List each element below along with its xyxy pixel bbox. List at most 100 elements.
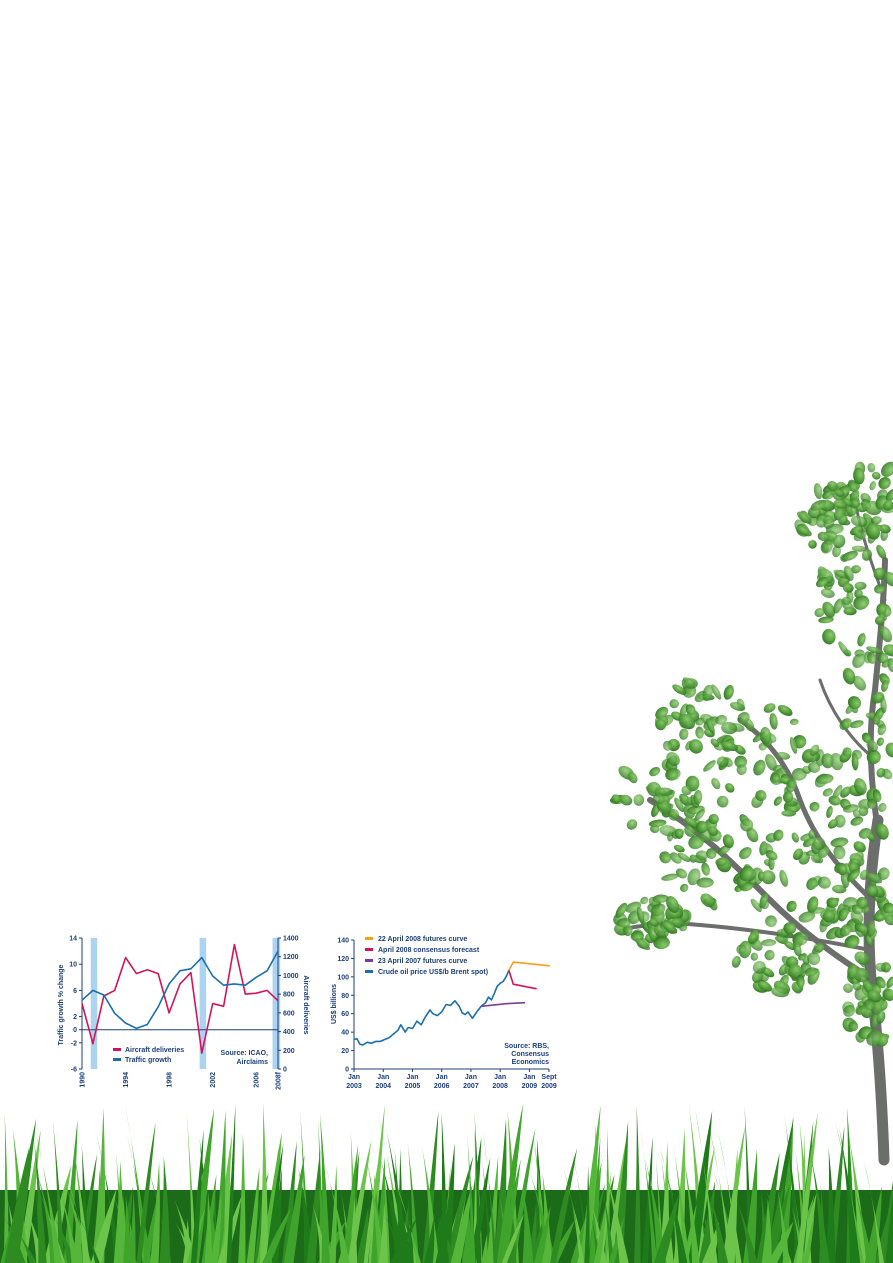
tree-leaf: [885, 742, 893, 758]
grass-blade: [462, 1206, 472, 1263]
c1-left-tick-label: 2: [73, 1014, 77, 1021]
c2-x-tick-label-month: Jan: [436, 1074, 448, 1081]
grass-blade: [306, 1149, 321, 1263]
c2-legend-label-1: April 2008 consensus forecast: [378, 947, 480, 954]
grass-blade: [226, 1104, 236, 1263]
tree-leaf: [854, 778, 867, 796]
c2-x-tick-label-year: 2003: [346, 1083, 362, 1090]
grass-blade: [450, 1184, 473, 1263]
c1-shaded-period: [272, 938, 281, 1069]
tree-leaf: [873, 567, 886, 580]
tree-leaf: [782, 791, 794, 803]
tree-leaf: [759, 892, 769, 909]
tree-leaf: [852, 809, 862, 819]
tree-leaf: [847, 868, 861, 882]
tree-leaf: [674, 797, 685, 813]
tree-leaf: [842, 498, 854, 507]
tree-leaf: [867, 463, 876, 473]
tree-leaf: [761, 939, 777, 947]
grass-blade: [90, 1188, 117, 1263]
tree-leaf: [757, 871, 765, 881]
c2-source-line-1: Source: RBS,: [504, 1043, 549, 1050]
tree-leaf: [810, 499, 827, 511]
c2-x-tick-label-year: 2009: [541, 1083, 557, 1090]
tree-leaf: [765, 915, 777, 928]
tree-leaf: [865, 523, 881, 540]
grass-blade: [56, 1176, 79, 1263]
tree-leaf: [666, 752, 680, 766]
tree-leaf: [851, 752, 859, 771]
tree-leaf: [633, 794, 645, 806]
tree-leaf: [833, 845, 846, 860]
tree-leaf: [822, 489, 833, 499]
tree-leaf: [840, 786, 852, 798]
tree-leaf: [850, 515, 868, 527]
tree-leaf: [854, 589, 863, 599]
tree-leaf: [806, 877, 818, 891]
tree-leaf: [674, 828, 684, 839]
tree-leaf: [796, 974, 805, 988]
c1-source-line-2: Airclaims: [236, 1059, 268, 1066]
tree-leaf: [752, 960, 766, 974]
tree-leaf: [701, 862, 710, 876]
grass-blade: [282, 1141, 297, 1263]
tree-leaf: [770, 772, 781, 782]
c1-left-tick-label: -2: [71, 1040, 77, 1047]
tree-leaf: [861, 498, 871, 511]
tree-leaf: [844, 935, 860, 949]
grass-blade: [579, 1105, 601, 1263]
tree-leaf: [877, 723, 887, 736]
c1-left-tick-label: 0: [73, 1027, 77, 1034]
tree-leaf: [814, 608, 825, 618]
tree-leaf: [876, 603, 887, 617]
c2-x-tick-label-year: 2005: [405, 1083, 421, 1090]
tree-leaf: [866, 872, 883, 884]
tree-leaf: [619, 794, 633, 806]
grass-blade: [672, 1136, 690, 1263]
c1-series-line-aircraft-deliveries: [81, 943, 279, 1054]
oil-price-chart: 140120100806040200Jan2003Jan2004Jan2005J…: [331, 936, 557, 1090]
grass-blade: [70, 1125, 90, 1263]
tree-leaf: [871, 471, 881, 480]
c2-series-line-23-april-2007-futures-curve: [481, 1001, 526, 1008]
tree-leaf: [839, 923, 853, 937]
grass-illustration: [0, 1103, 893, 1263]
grass-blade: [11, 1222, 37, 1263]
tree-leaf: [853, 467, 865, 485]
grass-blade: [445, 1155, 474, 1263]
grass-blade: [743, 1149, 758, 1263]
c2-y-tick-label: 140: [337, 938, 349, 945]
tree-leaf: [702, 684, 713, 702]
tree-leaf: [802, 836, 817, 848]
tree-leaf: [857, 633, 866, 647]
grass-blade: [68, 1180, 91, 1263]
tree-leaf: [843, 1004, 856, 1017]
tree-leaf: [716, 795, 729, 808]
grass-blade: [52, 1120, 65, 1263]
tree-leaf: [700, 893, 716, 908]
c2-legend-label-0: 22 April 2008 futures curve: [378, 936, 467, 943]
tree-leaf: [808, 829, 815, 839]
tree-leaf: [878, 477, 891, 490]
tree-leaf: [873, 913, 885, 922]
tree-leaf: [843, 607, 857, 616]
grass-blade: [698, 1180, 716, 1263]
c2-y-tick-label: 120: [337, 956, 349, 963]
grass-blade: [186, 1106, 197, 1263]
grass-blade: [589, 1161, 602, 1263]
tree-leaf: [711, 777, 721, 790]
tree-leaf: [865, 935, 873, 947]
grass-blade: [238, 1132, 246, 1263]
grass-blade: [499, 1159, 521, 1263]
grass-blade: [864, 1161, 885, 1263]
tree-leaf: [833, 569, 849, 579]
tree-leaf: [689, 854, 697, 863]
tree-leaf: [838, 515, 848, 526]
grass-blade: [127, 1135, 152, 1263]
grass-blade: [214, 1110, 226, 1263]
tree-leaf: [696, 877, 714, 888]
c1-right-tick-label: 400: [283, 1029, 295, 1036]
c2-y-axis-label: US$ billions: [331, 984, 338, 1024]
grass-blade: [204, 1189, 213, 1263]
tree-leaf: [834, 489, 845, 497]
